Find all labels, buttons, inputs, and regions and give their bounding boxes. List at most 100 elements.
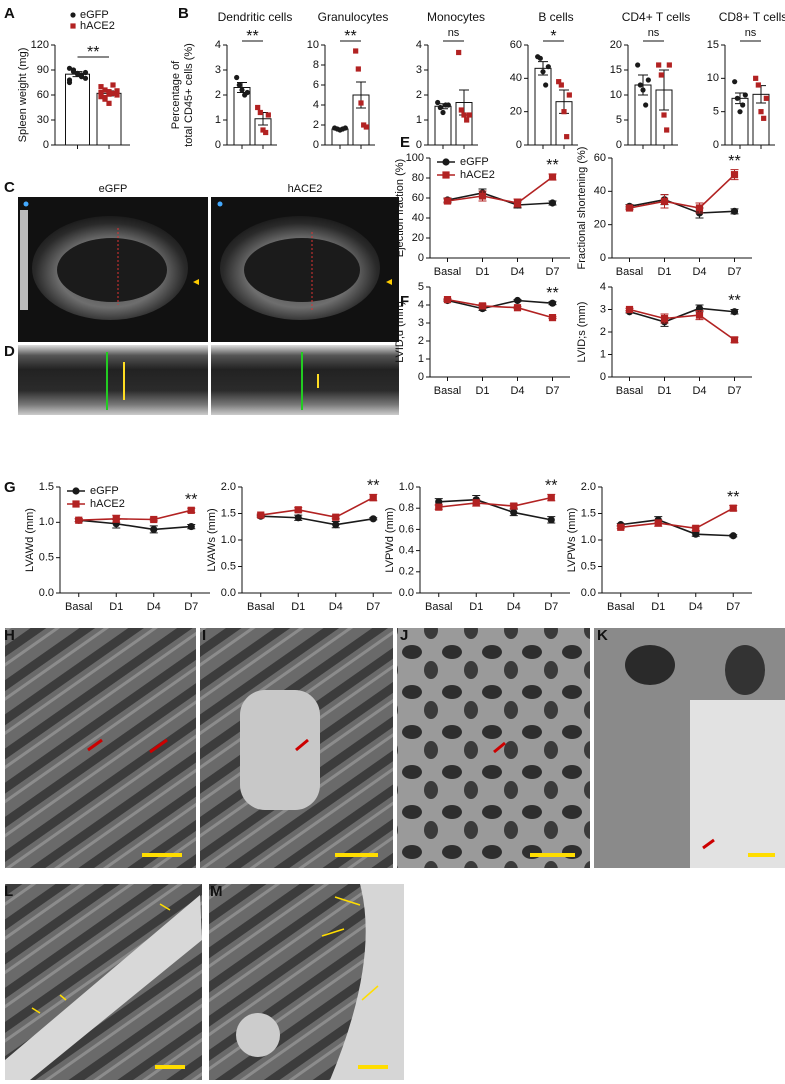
- echo-label: hACE2: [288, 183, 323, 195]
- annotation: **: [87, 44, 99, 61]
- y-tick-label: 3: [418, 317, 424, 329]
- y-tick-label: 3: [416, 64, 422, 76]
- marker: [114, 88, 120, 94]
- marker: [98, 84, 104, 90]
- error-bar: [659, 69, 669, 111]
- annotation: **: [185, 491, 197, 508]
- panel-label: E: [400, 134, 410, 151]
- y-tick-label: 20: [510, 106, 522, 118]
- y-tick-label: 20: [610, 39, 622, 51]
- y-tick-label: 0.2: [399, 566, 414, 578]
- marker: [443, 296, 452, 304]
- marker: [558, 82, 564, 88]
- annotation: **: [344, 28, 356, 45]
- marker: [513, 199, 522, 207]
- y-tick-label: 4: [313, 99, 319, 111]
- bar: [65, 73, 90, 146]
- marker: [660, 197, 669, 205]
- marker: [70, 23, 76, 29]
- y-tick-label: 20: [594, 219, 606, 231]
- y-axis-label: LVPWd (mm): [384, 507, 396, 572]
- y-tick-label: 1.5: [39, 481, 54, 493]
- marker: [110, 90, 116, 96]
- y-tick-label: 1.0: [39, 516, 54, 528]
- marker: [260, 127, 266, 133]
- marker: [112, 515, 120, 523]
- x-tick-label: Basal: [434, 385, 462, 397]
- marker: [361, 122, 367, 128]
- marker: [456, 49, 462, 56]
- y-tick-label: 1.0: [581, 534, 596, 546]
- y-tick-label: 120: [31, 39, 49, 51]
- y-axis-label: total CD45+ cells (%): [183, 43, 195, 147]
- chart-title: Monocytes: [427, 10, 485, 24]
- series-line: [620, 507, 734, 530]
- chart-title: B cells: [538, 10, 573, 24]
- marker: [466, 112, 472, 118]
- x-tick-label: D4: [507, 601, 521, 613]
- marker: [729, 504, 737, 512]
- y-tick-label: 1: [215, 114, 221, 126]
- x-tick-label: D7: [727, 385, 741, 397]
- marker: [102, 94, 108, 101]
- marker: [106, 100, 112, 106]
- y-tick-label: 90: [37, 64, 49, 76]
- x-tick-label: D1: [651, 601, 665, 613]
- marker: [545, 64, 551, 70]
- marker: [478, 302, 487, 310]
- annotation: **: [246, 28, 258, 45]
- y-tick-label: 0: [516, 139, 522, 151]
- panel-label: L: [4, 883, 13, 900]
- y-tick-label: 60: [510, 39, 522, 51]
- marker: [294, 506, 302, 514]
- marker: [75, 516, 83, 524]
- marker: [106, 91, 112, 97]
- panel-label: F: [400, 293, 409, 310]
- x-tick-label: D7: [184, 601, 198, 613]
- y-tick-label: 1.0: [221, 534, 236, 546]
- y-tick-label: 4: [416, 39, 422, 51]
- y-tick-label: 20: [412, 232, 424, 244]
- marker: [548, 199, 557, 207]
- y-tick-label: 0: [43, 139, 49, 151]
- y-tick-label: 1.5: [581, 507, 596, 519]
- y-tick-label: 30: [37, 114, 49, 126]
- panel-label: K: [597, 627, 608, 644]
- marker: [363, 124, 369, 130]
- y-tick-label: 0: [600, 371, 606, 383]
- y-tick-label: 40: [412, 212, 424, 224]
- y-tick-label: 3: [600, 303, 606, 315]
- chart: 0 1 2 3 4 Monocytes ns: [416, 10, 485, 151]
- panel-label: G: [4, 479, 16, 496]
- marker: [440, 109, 446, 116]
- panel-label: D: [4, 343, 15, 360]
- x-tick-label: D4: [510, 385, 524, 397]
- y-tick-label: 0: [713, 139, 719, 151]
- y-tick-label: 6: [313, 79, 319, 91]
- marker: [729, 532, 737, 540]
- marker: [543, 82, 549, 88]
- marker: [556, 79, 562, 85]
- marker: [548, 314, 557, 322]
- marker: [263, 129, 269, 136]
- marker: [445, 102, 451, 108]
- y-tick-label: 4: [418, 299, 424, 311]
- chart-title: Granulocytes: [318, 10, 389, 24]
- series-line: [620, 519, 734, 537]
- chart: 0 1 2 3 4 5 LVID;d (mm) Basal D1 D4 D7 **: [394, 281, 570, 397]
- y-tick-label: 10: [307, 39, 319, 51]
- y-tick-label: 0.0: [39, 587, 54, 599]
- marker: [643, 102, 649, 108]
- series-line: [78, 509, 192, 522]
- y-tick-label: 8: [313, 59, 319, 71]
- marker: [70, 12, 76, 18]
- chart: 0 1 2 3 4 Dendritic cells Percentage of total C…: [170, 10, 292, 151]
- chart-title: CD4+ T cells: [622, 10, 691, 24]
- marker: [540, 69, 546, 75]
- marker: [257, 109, 263, 116]
- y-tick-label: 40: [594, 185, 606, 197]
- x-tick-label: D7: [726, 601, 740, 613]
- y-tick-label: 0: [600, 252, 606, 264]
- marker: [66, 65, 73, 71]
- marker: [239, 87, 245, 93]
